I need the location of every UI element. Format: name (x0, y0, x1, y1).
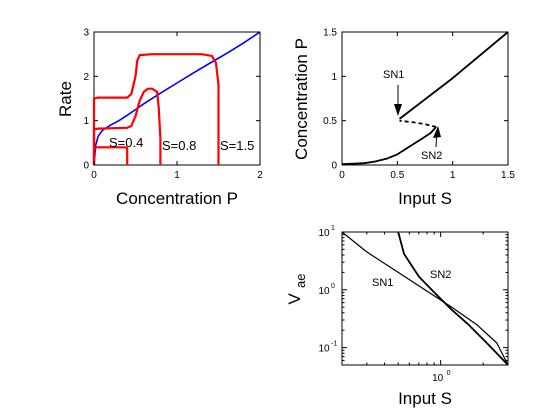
annotation-sn1-panel2: SN1 (383, 69, 404, 81)
panel1-ytick-label: 1 (83, 116, 89, 127)
panel3-ytick-label-exp: 0 (331, 283, 335, 290)
panel3-series-group (341, 231, 509, 366)
panel2-series-1 (399, 119, 437, 128)
panel2-xtick-label: 0.5 (390, 170, 404, 181)
panel1-ylabel: Rate (56, 81, 75, 117)
panel1-ticks-group: 0 1 2 0 1 2 3 (83, 28, 263, 182)
panel3-series-1 (397, 231, 509, 366)
panel3-xtick-label-exp: 0 (447, 370, 451, 377)
annotation-sn1-panel3: SN1 (372, 277, 393, 289)
panel2-series-0 (341, 126, 437, 165)
panel3-ytick-label-base: 10 (318, 286, 330, 297)
panel2-ytick-label: 0.5 (323, 116, 337, 127)
panel2-ytick-label: 1.5 (323, 28, 337, 39)
annotation-sn2-panel3: SN2 (430, 269, 451, 281)
panel1-series-group (92, 31, 261, 166)
panel1-ytick-label: 2 (83, 72, 89, 83)
panel3-ticks-group: 10 010 110 010 -1 (318, 225, 509, 384)
panel1-xtick-label: 0 (91, 170, 97, 181)
panel3-ytick-label-base: 10 (318, 228, 330, 239)
panel3-xtick-label-base: 10 (432, 373, 444, 384)
annotation-sn2-panel2: SN2 (421, 150, 442, 162)
panel2-xtick-label: 1.5 (501, 170, 515, 181)
panel-bifurcation: 0 0.5 1 1.5 0 0.5 1 1.5 Input S Concentration P… (292, 28, 515, 209)
annotation-s04: S=0.4 (109, 135, 143, 150)
panel3-ytick-label-base: 10 (318, 344, 330, 355)
panel2-ytick-label: 1 (331, 72, 337, 83)
panel1-ytick-label: 3 (83, 28, 89, 39)
annotation-s15: S=1.5 (220, 138, 254, 153)
panel1-xtick-label: 1 (174, 170, 180, 181)
panel3-ylabel-group: V ae (285, 274, 308, 305)
panel1-ytick-label: 0 (83, 161, 89, 172)
panel3-ylabel: V (285, 293, 304, 305)
panel-rate-vs-concentration: 0 1 2 0 1 2 3 Concentration P Rate S=0.4 S=0.8… (56, 28, 263, 209)
panel3-series-0 (341, 231, 509, 366)
panel1-series-3 (92, 53, 220, 165)
plot-area-panel2 (341, 31, 509, 166)
panel2-ylabel: Concentration P (292, 38, 311, 160)
panel2-xlabel: Input S (398, 189, 452, 208)
panel3-ytick-label-exp: -1 (331, 341, 337, 348)
panel2-series-group (341, 31, 509, 165)
panel1-series-0 (93, 31, 261, 166)
panel3-ylabel-subscript: ae (293, 274, 308, 288)
panel1-xlabel: Concentration P (116, 189, 238, 208)
panel3-ytick-label-exp: 1 (331, 225, 335, 232)
panel1-series-2 (92, 87, 162, 165)
panel2-ytick-label: 0 (331, 161, 337, 172)
arrow-sn1 (394, 85, 402, 116)
panel3-xlabel: Input S (398, 389, 452, 408)
panel2-ticks-group: 0 0.5 1 1.5 0 0.5 1 1.5 (323, 28, 515, 182)
panel2-xtick-label: 1 (450, 170, 456, 181)
arrow-sn2 (433, 126, 441, 148)
panel2-series-2 (398, 31, 509, 120)
panel1-xtick-label: 2 (257, 170, 263, 181)
annotation-s08: S=0.8 (162, 138, 196, 153)
panel-vae-loglog: 10 010 110 010 -1 Input S V ae SN1 SN2 (285, 225, 509, 408)
panel2-xtick-label: 0 (339, 170, 345, 181)
